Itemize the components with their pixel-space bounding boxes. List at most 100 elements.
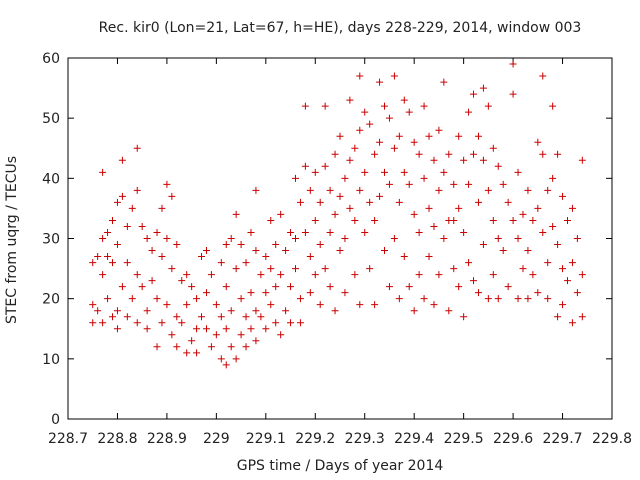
- data-point: [549, 174, 557, 182]
- data-point: [425, 204, 433, 212]
- data-point: [232, 355, 240, 363]
- data-point: [89, 301, 97, 309]
- data-point: [420, 295, 428, 303]
- x-tick-label: 228.7: [48, 431, 88, 447]
- data-point: [410, 210, 418, 218]
- data-point: [460, 313, 468, 321]
- data-point: [484, 102, 492, 110]
- data-point: [425, 253, 433, 261]
- data-series: [89, 60, 586, 369]
- data-point: [89, 319, 97, 327]
- data-point: [509, 216, 517, 224]
- data-point: [410, 138, 418, 146]
- data-point: [173, 241, 181, 249]
- data-point: [173, 343, 181, 351]
- data-point: [252, 307, 260, 315]
- data-point: [331, 307, 339, 315]
- data-point: [163, 235, 171, 242]
- data-point: [287, 283, 295, 291]
- data-point: [227, 343, 235, 351]
- data-point: [321, 265, 329, 273]
- data-point: [217, 313, 225, 321]
- data-point: [405, 283, 413, 291]
- data-point: [559, 301, 567, 309]
- data-point: [237, 295, 245, 303]
- data-point: [148, 247, 156, 255]
- data-point: [390, 144, 398, 152]
- data-point: [455, 204, 463, 212]
- data-point: [366, 198, 374, 206]
- data-point: [529, 271, 537, 279]
- data-point: [277, 210, 285, 218]
- data-point: [435, 271, 443, 279]
- data-point: [484, 295, 492, 303]
- data-point: [554, 313, 562, 321]
- x-tick-label: 229.3: [345, 431, 385, 447]
- data-point: [94, 253, 102, 261]
- data-point: [563, 277, 571, 285]
- y-tick-label: 60: [42, 51, 60, 67]
- data-point: [188, 283, 196, 291]
- data-point: [311, 271, 319, 279]
- x-tick-label: 229.8: [592, 431, 632, 447]
- data-point: [381, 102, 389, 110]
- data-point: [153, 295, 161, 303]
- data-point: [277, 271, 285, 279]
- data-point: [529, 216, 537, 224]
- data-point: [128, 204, 136, 212]
- x-tick-label: 229.6: [493, 431, 533, 447]
- data-point: [415, 228, 423, 236]
- data-point: [118, 156, 126, 164]
- data-point: [494, 235, 502, 242]
- data-point: [400, 253, 408, 261]
- data-point: [252, 247, 260, 255]
- data-point: [257, 271, 265, 279]
- data-point: [242, 259, 250, 267]
- data-point: [242, 343, 250, 351]
- data-point: [573, 289, 581, 297]
- data-point: [450, 180, 458, 188]
- data-point: [356, 301, 364, 309]
- data-point: [118, 283, 126, 291]
- data-point: [143, 307, 151, 315]
- data-point: [326, 186, 334, 194]
- data-point: [470, 90, 478, 98]
- data-point: [282, 307, 290, 315]
- data-point: [381, 168, 389, 176]
- data-point: [430, 156, 438, 164]
- data-point: [252, 186, 260, 194]
- data-point: [321, 102, 329, 110]
- data-point: [385, 114, 393, 122]
- x-tick-label: 229.1: [246, 431, 286, 447]
- data-point: [311, 216, 319, 224]
- data-point: [474, 198, 482, 206]
- data-point: [257, 313, 265, 321]
- data-point: [227, 235, 235, 242]
- data-point: [193, 349, 201, 357]
- data-point: [217, 259, 225, 267]
- data-point: [183, 271, 191, 279]
- data-point: [267, 301, 275, 309]
- data-point: [578, 271, 586, 279]
- data-point: [361, 108, 369, 116]
- data-point: [514, 235, 522, 242]
- data-point: [499, 247, 507, 255]
- x-tick-label: 229.7: [542, 431, 582, 447]
- data-point: [267, 265, 275, 273]
- data-point: [440, 168, 448, 176]
- data-point: [306, 289, 314, 297]
- data-point: [524, 247, 532, 255]
- data-point: [544, 186, 552, 194]
- data-point: [188, 337, 196, 345]
- data-point: [168, 265, 176, 273]
- data-point: [262, 325, 270, 333]
- data-point: [504, 283, 512, 291]
- data-point: [237, 331, 245, 339]
- data-point: [415, 150, 423, 158]
- data-point: [291, 235, 299, 242]
- y-tick-label: 30: [42, 232, 60, 248]
- data-point: [395, 295, 403, 303]
- data-point: [361, 228, 369, 236]
- data-point: [326, 283, 334, 291]
- data-point: [549, 102, 557, 110]
